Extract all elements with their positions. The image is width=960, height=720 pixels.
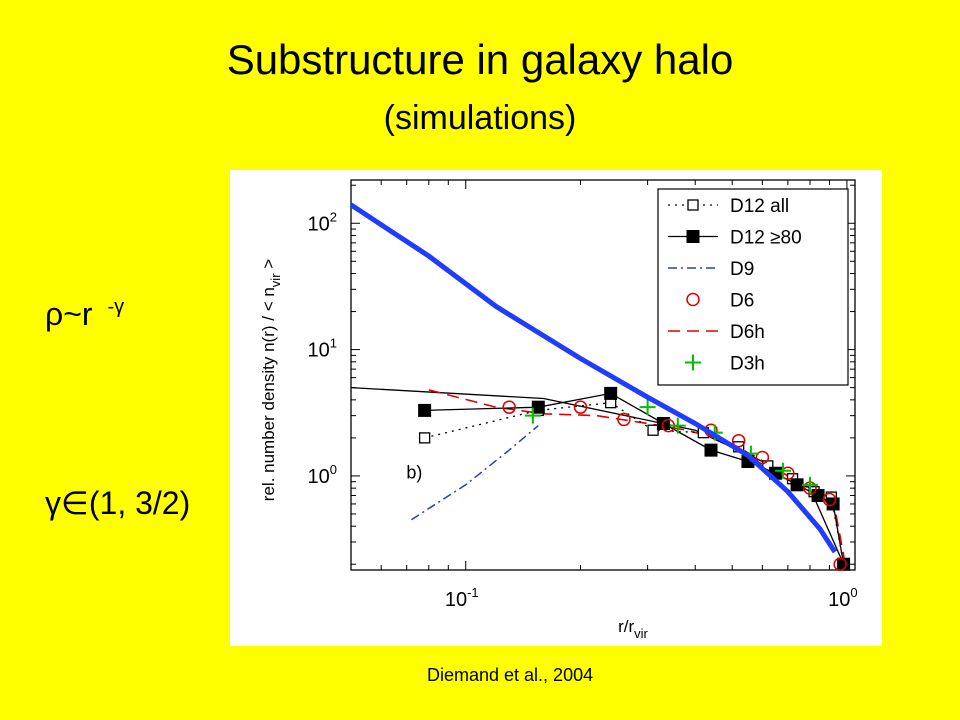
x-tick-label: 10-1 xyxy=(445,585,479,611)
legend-swatch-marker xyxy=(686,292,700,307)
data-point-series-5 xyxy=(775,462,792,479)
legend-box xyxy=(657,188,849,386)
data-point-series-3 xyxy=(822,492,837,507)
legend-label: D3h xyxy=(730,354,765,375)
data-point-series-5 xyxy=(524,407,541,424)
legend-label: D9 xyxy=(730,259,754,280)
data-point-series-1 xyxy=(790,478,804,492)
y-axis-label: rel. number density n(r) / < nvir > xyxy=(259,259,283,501)
data-point-series-3 xyxy=(755,450,770,465)
data-point-series-1 xyxy=(837,557,851,571)
gamma-range-equation: γ∈(1, 3/2) xyxy=(45,485,191,521)
equation-exponent: -γ xyxy=(107,296,125,319)
legend-label: D12 ≥80 xyxy=(730,228,802,249)
chart-panel: 10-1 100 100 101 102 r/rvir rel. number densit… xyxy=(230,170,882,646)
legend-swatch-marker xyxy=(687,199,699,211)
data-point-series-1 xyxy=(531,400,545,414)
y-tick-label: 100 xyxy=(308,462,337,488)
data-point-series-3 xyxy=(781,466,795,480)
legend-swatch-marker xyxy=(686,230,700,243)
legend-label: D12 all xyxy=(730,196,789,217)
panel-label: b) xyxy=(406,463,422,483)
slide-title: Substructure in galaxy halo xyxy=(226,36,734,83)
data-point-series-1 xyxy=(604,386,618,400)
density-profile-equation: ρ~r -γ xyxy=(45,296,124,333)
series-line-7 xyxy=(349,202,837,554)
y-tick-label: 101 xyxy=(308,336,337,362)
data-point-series-5 xyxy=(801,476,818,493)
data-point-series-1 xyxy=(704,443,718,457)
data-point-series-0 xyxy=(418,432,431,444)
slide-subtitle: (simulations) xyxy=(383,99,577,137)
legend-label: D6h xyxy=(730,322,765,343)
data-point-series-3 xyxy=(502,400,516,414)
data-point-series-5 xyxy=(669,417,686,434)
equation-base: ρ~r xyxy=(45,296,102,332)
data-point-series-1 xyxy=(811,488,825,502)
plot-frame xyxy=(350,179,856,571)
y-tick-label: 102 xyxy=(308,209,337,235)
data-point-series-1 xyxy=(418,403,432,417)
x-tick-label: 100 xyxy=(828,585,857,611)
citation: Diemand et al., 2004 xyxy=(427,665,594,685)
data-point-series-3 xyxy=(617,412,631,427)
legend-swatch-marker xyxy=(685,354,701,371)
legend-label: D6 xyxy=(730,291,754,312)
data-point-series-3 xyxy=(833,557,847,571)
data-point-series-3 xyxy=(731,433,746,448)
data-point-series-0 xyxy=(647,424,659,436)
number-density-chart: 10-1 100 100 101 102 r/rvir rel. number densit… xyxy=(259,179,858,641)
series-line-2 xyxy=(410,425,539,521)
data-point-series-3 xyxy=(573,400,588,414)
x-axis-label: r/rvir xyxy=(618,617,648,641)
data-point-series-5 xyxy=(639,399,656,416)
